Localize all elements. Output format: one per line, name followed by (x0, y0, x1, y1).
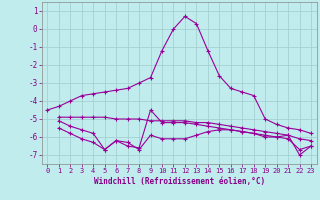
X-axis label: Windchill (Refroidissement éolien,°C): Windchill (Refroidissement éolien,°C) (94, 177, 265, 186)
